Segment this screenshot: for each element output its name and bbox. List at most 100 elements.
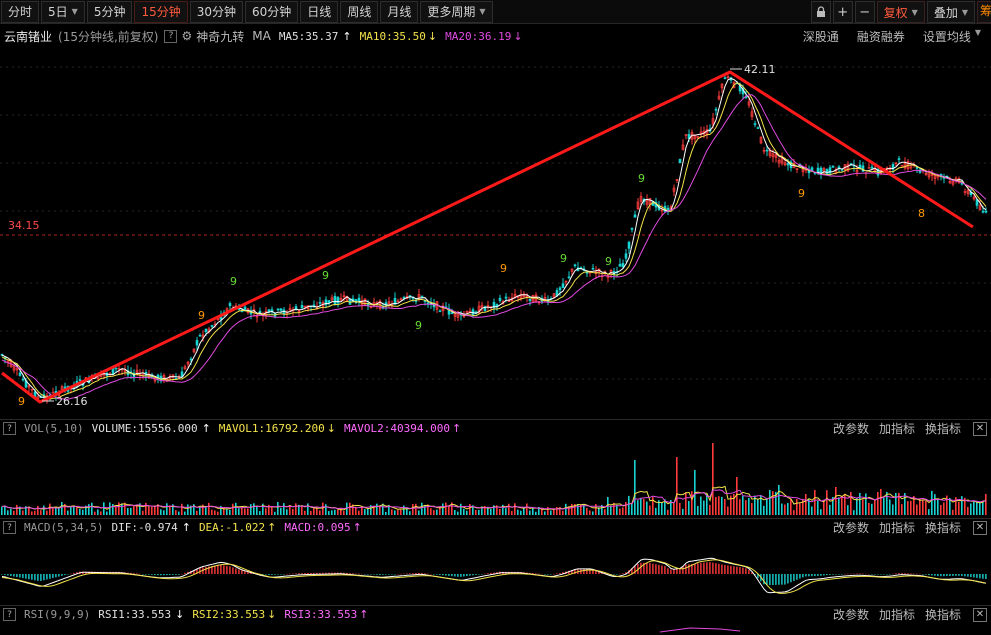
volume-bar [370, 505, 372, 515]
candle-body [63, 386, 67, 389]
macd-bar [337, 572, 339, 574]
volume-bar [739, 499, 741, 515]
overlay-dropdown[interactable]: 叠加 ▼ [926, 1, 975, 23]
period-button[interactable]: 60分钟 [245, 0, 299, 23]
candle-body [393, 298, 397, 305]
switch-indicator-button[interactable]: 换指标 [924, 608, 961, 622]
stock-name[interactable]: 云南锗业 [4, 29, 53, 44]
candle-body [660, 209, 664, 212]
macd-bar [769, 574, 771, 586]
help-icon[interactable]: ? [3, 608, 16, 621]
indicator-name[interactable]: 神奇九转 [196, 29, 245, 44]
edit-params-button[interactable]: 改参数 [832, 422, 869, 436]
volume-bar [664, 499, 666, 515]
gear-icon[interactable]: ⚙ [181, 29, 193, 43]
candle-body [645, 199, 649, 205]
macd-chart[interactable] [0, 532, 991, 604]
period-button[interactable]: 更多周期 ▼ [420, 0, 493, 23]
vol-name[interactable]: VOL(5,10) [24, 422, 84, 435]
period-button[interactable]: 周线 [340, 0, 379, 23]
period-button[interactable]: 日线 [300, 0, 339, 23]
macd-name[interactable]: MACD(5,34,5) [24, 521, 104, 534]
lock-icon[interactable] [810, 1, 831, 23]
macd-bar [397, 573, 399, 575]
zoom-in-button[interactable]: + [832, 1, 853, 23]
volume-bar [910, 500, 912, 515]
rsi-chart[interactable] [0, 622, 991, 635]
rsi-name[interactable]: RSI(9,9,9) [24, 608, 91, 621]
macd-bar [712, 562, 714, 574]
macd-panel-header: ? MACD(5,34,5) DIF:-0.974 ↑ DEA:-1.022 ↑… [0, 518, 991, 536]
macd-bar [22, 574, 24, 579]
add-indicator-button[interactable]: 加指标 [878, 521, 915, 535]
macd-bar [640, 562, 642, 574]
close-icon[interactable]: ✕ [973, 607, 987, 622]
switch-indicator-button[interactable]: 换指标 [924, 422, 961, 436]
macd-bar [790, 574, 792, 583]
close-icon[interactable]: ✕ [973, 421, 987, 436]
help-icon[interactable]: ? [164, 29, 178, 43]
close-icon[interactable]: ✕ [973, 520, 987, 535]
macd-bar [49, 574, 51, 579]
price-chart[interactable]: 34.15 9 9 9 9 9 9 9 9 9 9 8 42.11 26.16 [0, 47, 991, 417]
macd-bar [331, 572, 333, 574]
edit-params-button[interactable]: 改参数 [832, 521, 869, 535]
candle-body [633, 214, 637, 218]
volume-bar [313, 508, 315, 515]
zoom-out-button[interactable]: − [854, 1, 875, 23]
period-button[interactable]: 月线 [380, 0, 419, 23]
macd-bar [682, 566, 684, 574]
rsi-line [659, 627, 741, 633]
volume-chart[interactable] [0, 437, 991, 517]
adjust-dropdown[interactable]: 复权 ▼ [876, 1, 925, 23]
add-indicator-button[interactable]: 加指标 [878, 422, 915, 436]
volume-bar [103, 502, 105, 515]
volume-bar [742, 495, 744, 515]
volume-bar [307, 503, 309, 515]
macd-bar [196, 568, 198, 574]
add-indicator-button[interactable]: 加指标 [878, 608, 915, 622]
period-button[interactable]: 分时 [1, 0, 40, 23]
help-icon[interactable]: ? [3, 521, 16, 534]
volume-bar [364, 509, 366, 515]
ma5-value: MA5:35.37 [278, 29, 339, 43]
candle-body [855, 169, 859, 173]
candle-body [678, 158, 682, 164]
volume-bar [25, 506, 27, 515]
macd-bar [589, 569, 591, 574]
chip-button[interactable]: 筹 [977, 1, 991, 23]
macd-bar [631, 568, 633, 574]
switch-indicator-button[interactable]: 换指标 [924, 521, 961, 535]
candle-body [963, 191, 967, 193]
volume-bar [46, 510, 48, 515]
volume-bar [715, 496, 717, 515]
candle-body [765, 149, 769, 152]
macd-bar [325, 572, 327, 574]
period-button[interactable]: 30分钟 [189, 0, 244, 23]
link-hk-connect[interactable]: 深股通 [802, 29, 839, 44]
volume-bar [259, 511, 261, 515]
period-buttons: 分时 5日 ▼ 5分钟 15分钟 30分钟 60分钟 日线 周线 月线 更多周期 ▼ [0, 0, 495, 23]
period-button[interactable]: 5分钟 [86, 0, 133, 23]
macd-bar [799, 574, 801, 579]
volume-bar [754, 495, 756, 515]
edit-params-button[interactable]: 改参数 [832, 608, 869, 622]
period-label: 分时 [8, 5, 33, 19]
td-count-mark: 9 [560, 252, 567, 265]
help-icon[interactable]: ? [3, 422, 16, 435]
macd-bar [31, 574, 33, 580]
macd-bar [781, 574, 783, 585]
volume-bar [466, 510, 468, 515]
volume-bar [127, 508, 129, 515]
period-button[interactable]: 15分钟 [134, 0, 188, 23]
period-button[interactable]: 5日 ▼ [41, 0, 85, 23]
volume-bar [766, 498, 768, 515]
link-ma-settings[interactable]: 设置均线 [922, 29, 971, 44]
volume-bar [469, 503, 471, 515]
volume-bar [757, 499, 759, 515]
macd-bar [286, 573, 288, 575]
volume-bar [493, 505, 495, 515]
volume-bar [898, 492, 900, 515]
candle-body [57, 394, 61, 396]
link-margin[interactable]: 融资融券 [856, 29, 905, 44]
